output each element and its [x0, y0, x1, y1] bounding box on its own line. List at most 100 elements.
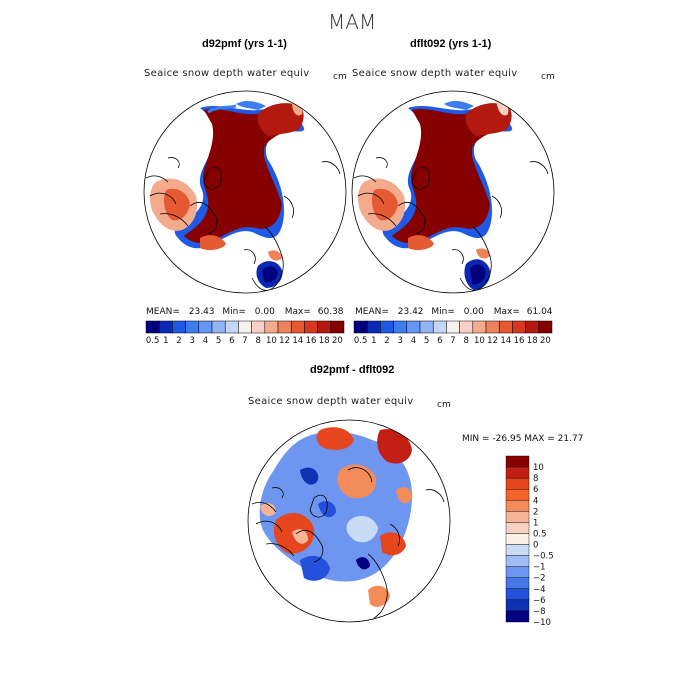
panel1-colorbar-tick-label: 3 — [189, 336, 194, 346]
panel1-colorbar-tick-label: 12 — [279, 336, 290, 346]
panel2-colorbar-tick-label: 4 — [411, 336, 416, 346]
panel1-colorbar-swatch — [238, 320, 252, 334]
panel2-mean: 23.42 — [397, 307, 424, 317]
panel2-colorbar-swatch — [393, 320, 408, 334]
panel1-snow-field — [149, 100, 305, 288]
panel1-colorbar-tick-label: 6 — [229, 336, 234, 346]
diff-colorbar-tick-label: 4 — [533, 496, 538, 506]
panel2-colorbar-tick-label: 5 — [424, 336, 429, 346]
panel2-colorbar-swatch — [525, 320, 540, 334]
panel1-variable: Seaice snow depth water equiv — [144, 68, 310, 79]
diff-colorbar-swatch — [505, 477, 530, 490]
panel1-max-label: Max= — [284, 307, 311, 317]
panel1-colorbar-tick-label: 18 — [319, 336, 330, 346]
diff-units: cm — [437, 400, 451, 410]
diff-colorbar-tick-label: −10 — [533, 618, 551, 628]
panel1-map-border — [143, 90, 347, 294]
panel2-coastlines — [353, 157, 549, 291]
panel1-colorbar-tick-label: 10 — [266, 336, 277, 346]
panel1-colorbar-swatch — [330, 320, 345, 334]
diff-colorbar-swatch — [505, 610, 530, 623]
panel1-colorbar-swatch — [158, 320, 173, 334]
panel1-colorbar-tick-label: 0.5 — [146, 336, 160, 346]
panel1-min-label: Min= — [222, 307, 246, 317]
panel1-colorbar-tick-label: 5 — [216, 336, 221, 346]
panel2-colorbar: 0.5 1 2 3 4 5 6 7 8 10 12 14 16 18 20 — [353, 320, 553, 346]
panel1-colorbar-swatch — [264, 320, 279, 334]
panel2-colorbar-tick-label: 10 — [474, 336, 485, 346]
panel1-max: 60.38 — [317, 307, 344, 317]
panel2-stats: MEAN= 23.42 Min= 0.00 Max= 61.04 — [355, 307, 553, 317]
panel2-colorbar-tick-label: 12 — [487, 336, 498, 346]
panel2-colorbar-tick-label: 0.5 — [354, 336, 368, 346]
diff-colorbar-swatch — [505, 599, 530, 612]
panel2-colorbar-swatch — [446, 320, 460, 334]
panel1-colorbar-tick-label: 4 — [203, 336, 208, 346]
diff-colorbar-swatch — [505, 566, 530, 578]
diff-map-border — [247, 419, 451, 623]
panel2-colorbar-tick-label: 16 — [514, 336, 525, 346]
panel2-colorbar-tick-label: 14 — [500, 336, 511, 346]
panel1-colorbar-swatch — [317, 320, 332, 334]
diff-colorbar-tick-label: −8 — [533, 607, 546, 617]
panel2-colorbar-swatch — [498, 320, 513, 334]
diff-colorbar-tick-label: 0.5 — [533, 529, 547, 539]
diff-colorbar-tick-label: −1 — [533, 563, 546, 573]
diff-title: d92pmf - dflt092 — [310, 364, 395, 376]
panel2-colorbar-swatch — [419, 320, 434, 334]
panel1-mean-label: MEAN= — [146, 307, 180, 317]
panel1-colorbar-tick-label: 20 — [332, 336, 343, 346]
season-title: MAM — [328, 10, 377, 34]
panel1-colorbar-swatch — [251, 320, 266, 334]
panel1-colorbar-swatch — [304, 320, 318, 334]
panel1-colorbar-tick-label: 7 — [242, 336, 247, 346]
diff-colorbar-tick-label: 1 — [533, 518, 538, 528]
panel2-colorbar-swatch — [485, 320, 500, 334]
diff-minmax: MIN = -26.95 MAX = 21.77 — [462, 434, 584, 444]
panel1-colorbar-swatch — [224, 320, 239, 334]
panel2-colorbar-tick-label: 18 — [527, 336, 538, 346]
diff-colorbar-tick-label: 0 — [533, 541, 538, 551]
panel2-snow-field — [357, 98, 513, 290]
panel1-colorbar-swatch — [277, 320, 292, 334]
panel1-colorbar-tick-label: 16 — [306, 336, 317, 346]
diff-map — [247, 419, 451, 623]
diff-colorbar-tick-label: 8 — [533, 474, 538, 484]
panel2-colorbar-tick-label: 1 — [371, 336, 376, 346]
diff-colorbar-swatch — [505, 533, 530, 545]
panel1-units: cm — [333, 72, 347, 82]
panel1-colorbar-tick-label: 14 — [292, 336, 303, 346]
diff-coastlines — [251, 467, 445, 619]
diff-colorbar-swatch — [505, 588, 530, 601]
diff-field — [259, 427, 413, 607]
panel1-colorbar-swatch — [198, 320, 213, 334]
diff-colorbar-tick-label: −0.5 — [533, 552, 554, 562]
diff-colorbar-swatch — [505, 577, 530, 590]
panel2-colorbar-swatch — [512, 320, 526, 334]
panel1-stats: MEAN= 23.43 Min= 0.00 Max= 60.38 — [146, 307, 344, 317]
panel2-colorbar-swatch — [366, 320, 381, 334]
panel2-colorbar-tick-label: 2 — [384, 336, 389, 346]
panel1-colorbar-tick-label: 1 — [163, 336, 168, 346]
panel2-units: cm — [541, 72, 555, 82]
panel2-colorbar-tick-label: 3 — [397, 336, 402, 346]
panel2-colorbar-swatch — [406, 320, 421, 334]
panel2-colorbar-swatch — [472, 320, 487, 334]
diff-colorbar-swatch — [505, 555, 530, 567]
diff-colorbar-swatch — [505, 544, 530, 556]
panel2-variable: Seaice snow depth water equiv — [352, 68, 518, 79]
diff-colorbar-swatch — [505, 522, 530, 534]
diff-colorbar-swatch — [505, 455, 530, 468]
diff-colorbar-tick-label: −2 — [533, 574, 546, 584]
panel1-mean: 23.43 — [188, 307, 215, 317]
panel2-min-label: Min= — [431, 307, 455, 317]
panel1-colorbar-swatch — [290, 320, 305, 334]
panel2-colorbar-swatch — [432, 320, 447, 334]
panel2-mean-label: MEAN= — [355, 307, 389, 317]
diff-colorbar-swatch — [505, 489, 530, 501]
panel2-title: dflt092 (yrs 1-1) — [410, 38, 492, 50]
diff-variable: Seaice snow depth water equiv — [248, 396, 414, 407]
diff-colorbar-swatch — [505, 466, 530, 479]
